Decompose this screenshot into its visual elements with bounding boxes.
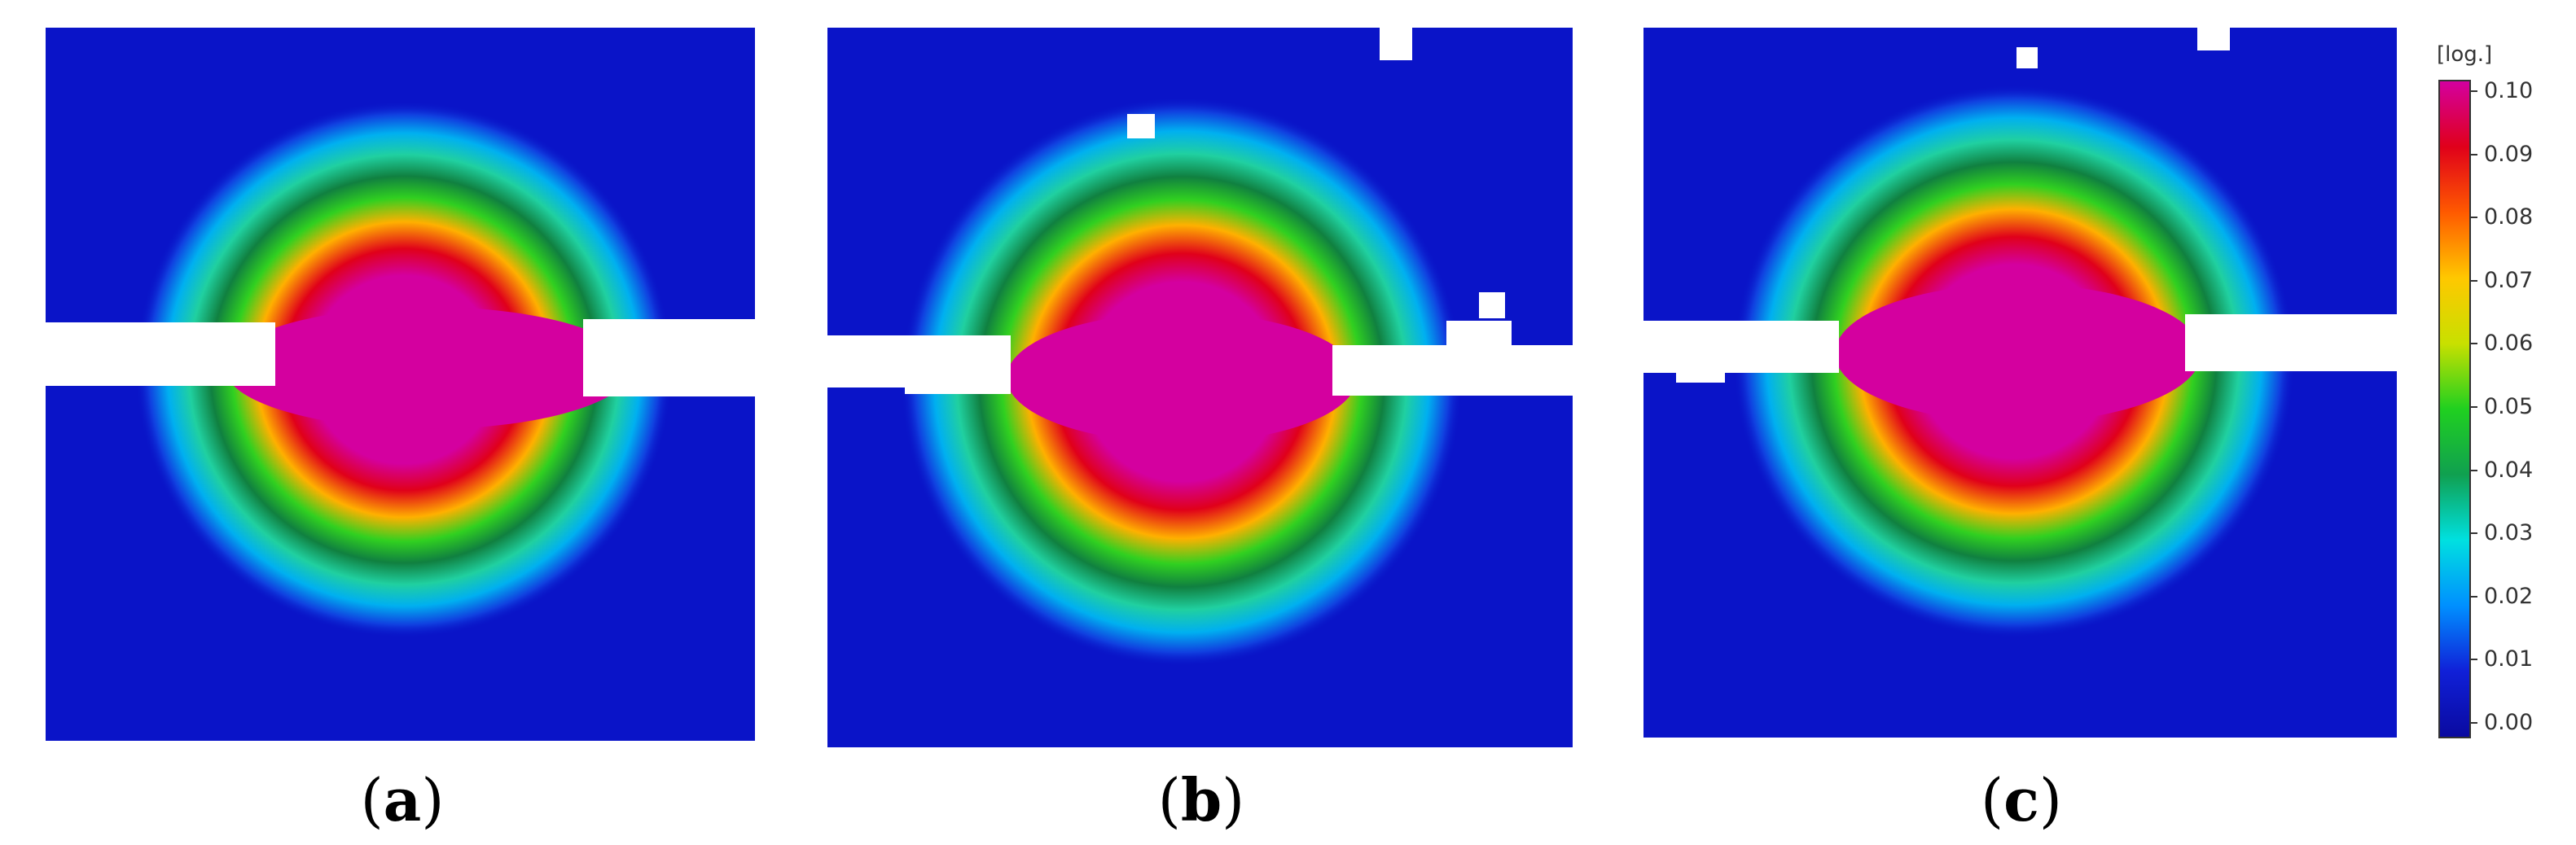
colorbar-tick-label: 0.04: [2484, 457, 2534, 483]
colorbar-tick-mark: [2469, 659, 2477, 661]
colorbar-tick-label: 0.03: [2484, 520, 2534, 546]
caption-b: (b): [1157, 765, 1245, 834]
colorbar-tick-mark: [2469, 406, 2477, 408]
colorbar-tick-mark: [2469, 722, 2477, 724]
colorbar-tick-mark: [2469, 279, 2477, 282]
colorbar-tick-mark: [2469, 153, 2477, 155]
strain-field-panel-b: [827, 28, 1573, 747]
colorbar-tick-mark: [2469, 595, 2477, 598]
colorbar: [2438, 80, 2471, 738]
colorbar-tick-label: 0.08: [2484, 204, 2534, 230]
colorbar-tick-label: 0.00: [2484, 710, 2534, 735]
strain-field-panel-a: [46, 28, 755, 741]
strain-map-a: [46, 28, 755, 741]
colorbar-tick-mark: [2469, 469, 2477, 471]
colorbar-tick-mark: [2469, 343, 2477, 345]
colorbar-tick-label: 0.07: [2484, 267, 2534, 293]
colorbar-unit-label: [log.]: [2437, 42, 2493, 67]
colorbar-tick-label: 0.06: [2484, 331, 2534, 357]
colorbar-tick-mark: [2469, 217, 2477, 219]
colorbar-tick-label: 0.02: [2484, 583, 2534, 609]
colorbar-tick-label: 0.01: [2484, 646, 2534, 672]
strain-field-panel-c: [1643, 28, 2397, 738]
colorbar-tick-label: 0.10: [2484, 78, 2534, 103]
colorbar-tick-mark: [2469, 532, 2477, 535]
caption-a: (a): [360, 765, 445, 834]
strain-map-b: [827, 28, 1573, 747]
colorbar-tick-label: 0.05: [2484, 394, 2534, 419]
colorbar-tick-label: 0.09: [2484, 141, 2534, 167]
colorbar-tick-mark: [2469, 90, 2477, 92]
strain-map-c: [1643, 28, 2397, 738]
caption-c: (c): [1980, 765, 2063, 834]
